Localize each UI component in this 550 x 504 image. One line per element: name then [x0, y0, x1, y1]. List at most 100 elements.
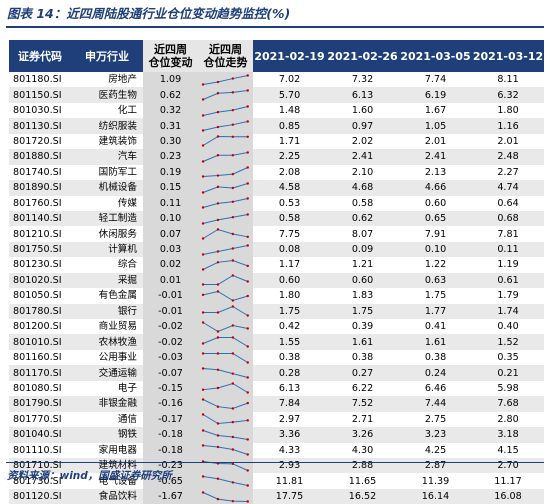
table-row: 801030.SI 化工 0.32 1.48 1.60 1.67 1.80 — [9, 102, 544, 119]
sparkline-point — [216, 422, 220, 426]
cell-code: 801780.SI — [9, 303, 71, 319]
cell-value: 16.52 — [326, 488, 399, 504]
cell-industry: 轻工制造 — [71, 210, 143, 227]
sparkline-point — [201, 475, 205, 478]
cell-change: 0.32 — [143, 102, 198, 119]
cell-industry: 化工 — [117, 105, 137, 117]
cell-value: 4.66 — [399, 180, 472, 196]
cell-industry: 通信 — [117, 413, 137, 425]
cell-change: 1.09 — [143, 72, 198, 88]
cell-value: 0.38 — [278, 352, 301, 364]
table-row: 801780.SI 银行 -0.01 1.75 1.75 1.77 1.74 — [9, 303, 544, 319]
sparkline-line — [203, 383, 249, 394]
sparkline-line — [202, 429, 248, 440]
sparkline-point — [246, 136, 249, 139]
cell-trend-sparkline — [198, 87, 253, 103]
sparkline-point — [201, 237, 205, 240]
table-header-row: 证券代码 申万行业 近四周 仓位变动 近四周 仓位走势 2021-02-19 2021-02-… — [9, 40, 544, 72]
sparkline-point — [201, 268, 205, 271]
cell-trend-sparkline — [198, 180, 253, 196]
sparkline-line — [203, 306, 249, 317]
trend-sparkline — [201, 444, 249, 456]
sparkline-point — [231, 153, 235, 157]
sparkline-point — [246, 391, 249, 395]
cell-trend-sparkline — [198, 195, 253, 211]
cell-change: 0.23 — [143, 149, 198, 165]
table-row: 801180.SI 房地产 1.09 7.02 7.32 7.74 8.11 — [9, 72, 544, 88]
sparkline-point — [201, 252, 205, 256]
cell-industry: 休闲服务 — [98, 228, 137, 240]
cell-code: 801010.SI — [9, 334, 71, 350]
cell-industry: 综合 — [117, 259, 137, 271]
table-row: 801080.SI 电子 -0.15 6.13 6.22 6.46 5.98 — [9, 380, 544, 397]
cell-value: 4.33 — [278, 444, 301, 456]
cell-trend-sparkline — [198, 303, 253, 319]
cell-value: 0.62 — [326, 210, 399, 227]
trend-sparkline — [201, 321, 249, 333]
sparkline-line — [202, 229, 248, 240]
trend-sparkline — [201, 475, 249, 487]
cell-code: 801120.SI — [9, 488, 71, 504]
sparkline-point — [201, 221, 205, 225]
trend-sparkline — [201, 135, 249, 148]
cell-industry: 公用事业 — [98, 352, 137, 364]
cell-code: 801230.SI — [13, 259, 62, 271]
sparkline-point — [246, 89, 249, 92]
sparkline-point — [231, 382, 235, 386]
sparkline-point — [246, 438, 249, 441]
source-note: 资料来源：wind，国盛证券研究所 — [7, 470, 172, 482]
cell-value: 2.27 — [497, 166, 519, 178]
cell-trend-sparkline — [198, 118, 253, 134]
cell-industry: 传媒 — [117, 197, 137, 209]
sparkline-point — [231, 324, 235, 327]
cell-value: 0.38 — [424, 352, 447, 364]
table-row: 801720.SI 建筑装饰 0.30 1.71 2.02 2.01 2.01 — [9, 133, 544, 150]
cell-value: 0.41 — [424, 321, 447, 333]
sparkline-point — [231, 407, 235, 410]
sparkline-point — [246, 360, 249, 364]
sparkline-point — [216, 497, 220, 500]
figure-title: 图表 14：近四周陆股通行业仓位变动趋势监控(%) — [7, 6, 291, 21]
trend-sparkline — [201, 305, 249, 317]
sparkline-point — [216, 125, 220, 129]
sparkline-point — [231, 186, 235, 189]
sparkline-point — [231, 448, 235, 451]
cell-value: 6.19 — [399, 87, 472, 103]
sparkline-point — [216, 351, 220, 355]
sparkline-point — [231, 336, 235, 339]
cell-value: 1.80 — [278, 290, 301, 302]
cell-code: 801050.SI — [13, 290, 62, 302]
sparkline-point — [246, 484, 249, 487]
cell-value: 3.18 — [472, 427, 544, 443]
cell-code: 801130.SI — [9, 118, 71, 134]
cell-industry: 采掘 — [71, 272, 143, 289]
cell-value: 3.26 — [326, 427, 399, 443]
sparkline-point — [216, 290, 220, 293]
sparkline-point — [246, 182, 249, 185]
trend-sparkline — [201, 367, 249, 379]
cell-trend-sparkline — [198, 442, 253, 458]
cell-value: 0.11 — [472, 241, 544, 258]
sparkline-point — [201, 160, 205, 163]
cell-value: 1.52 — [472, 334, 544, 350]
cell-value: 3.36 — [253, 427, 326, 443]
sparkline-point — [246, 235, 249, 239]
cell-value: 5.98 — [497, 382, 519, 394]
sparkline-point — [216, 228, 220, 231]
sparkline-point — [201, 206, 205, 209]
trend-sparkline — [201, 459, 249, 472]
cell-value: 1.22 — [424, 259, 447, 271]
table-row: 801740.SI 国防军工 0.19 2.08 2.10 2.13 2.27 — [9, 164, 544, 181]
cell-trend-sparkline — [198, 257, 253, 273]
sparkline-line — [203, 445, 248, 456]
sparkline-line — [202, 151, 248, 162]
cell-industry: 纺织服装 — [71, 118, 143, 134]
trend-sparkline — [201, 398, 249, 410]
table-row: 801790.SI 非银金融 -0.16 7.84 7.52 7.44 7.68 — [9, 396, 544, 412]
cell-change: 0.19 — [143, 164, 198, 181]
cell-value: 0.24 — [399, 365, 472, 381]
sparkline-point — [201, 398, 205, 401]
cell-code: 801040.SI — [9, 427, 71, 443]
sparkline-point — [201, 98, 205, 101]
cell-value: 1.48 — [278, 105, 301, 117]
